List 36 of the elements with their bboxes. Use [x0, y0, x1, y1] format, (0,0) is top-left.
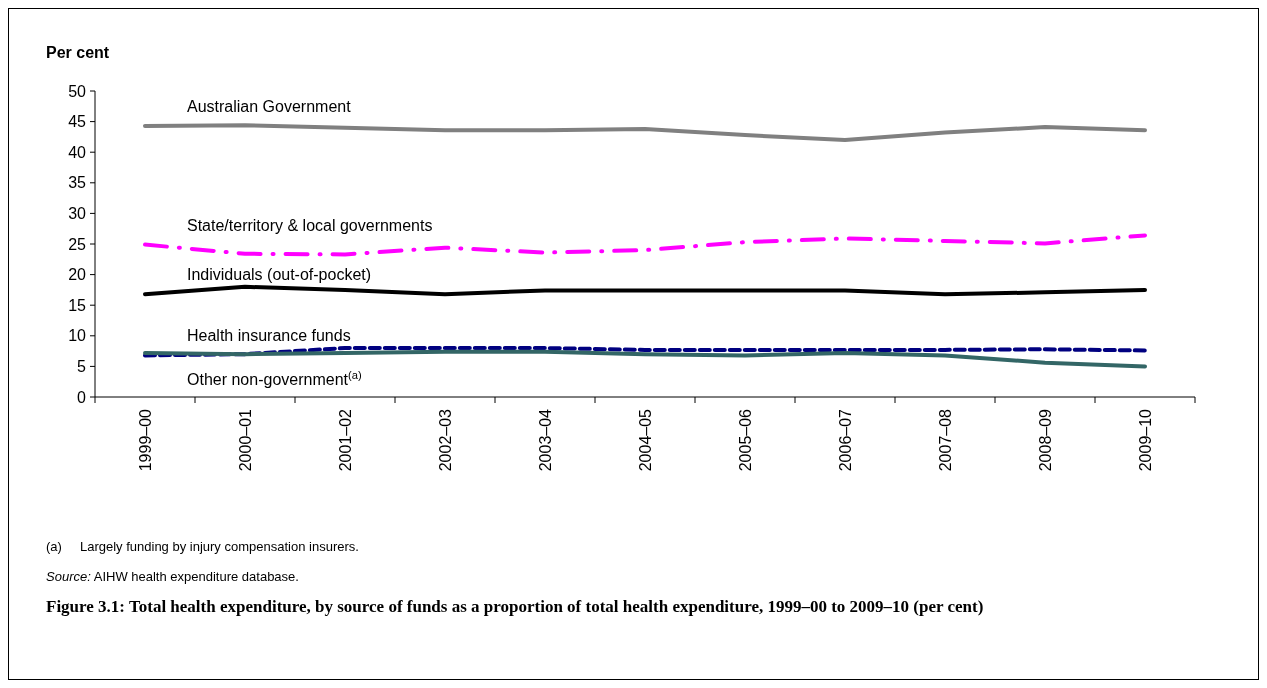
- series-label: Health insurance funds: [187, 327, 351, 345]
- y-tick-label: 10: [68, 327, 87, 345]
- y-tick-label: 15: [68, 296, 87, 314]
- y-tick-label: 35: [68, 174, 87, 192]
- x-tick-label: 2000–01: [236, 408, 254, 472]
- series-label: Australian Government: [187, 97, 352, 115]
- x-tick-label: 2001–02: [336, 408, 354, 472]
- series-label: Individuals (out-of-pocket): [187, 266, 372, 284]
- source-note: Source: AIHW health expenditure database.: [46, 569, 299, 584]
- line-series: [143, 349, 1147, 369]
- y-tick-label: 30: [68, 205, 87, 222]
- y-tick-label: 40: [68, 143, 87, 161]
- x-tick-label: 1999–00: [136, 408, 154, 472]
- y-tick-label: 45: [68, 113, 87, 131]
- series-label: State/territory & local governments: [187, 216, 433, 234]
- x-tick-label: 2002–03: [436, 408, 454, 472]
- line-series: [143, 284, 1147, 297]
- series-label: Other non-government$^{(a)}$: [187, 368, 362, 388]
- y-tick-label: 0: [77, 388, 87, 406]
- x-tick-label: 2004–05: [636, 408, 654, 472]
- x-tick-label: 2006–07: [836, 408, 854, 472]
- x-tick-label: 2007–08: [936, 408, 954, 472]
- line-series: [143, 123, 1147, 142]
- y-tick-label: 25: [68, 235, 87, 253]
- text: Figure 3.1: Total health expenditure, by source of funds as a proportion of total health expenditure, 1999–00 to 2009–10 (per cent): [46, 597, 984, 616]
- line-series: [143, 233, 1147, 257]
- x-tick-label: 2005–06: [736, 408, 754, 472]
- x-tick-label: 2003–04: [536, 408, 554, 472]
- x-tick-label: 2009–10: [1136, 408, 1154, 472]
- y-tick-label: 50: [68, 82, 87, 100]
- y-axis-title: Per cent: [46, 44, 110, 61]
- y-tick-label: 5: [77, 358, 87, 375]
- text: (a) Largely funding by injury compensation insurers.: [46, 539, 359, 554]
- line-series: [143, 346, 1147, 358]
- x-tick-label: 2008–09: [1036, 408, 1054, 472]
- y-tick-label: 20: [68, 266, 87, 284]
